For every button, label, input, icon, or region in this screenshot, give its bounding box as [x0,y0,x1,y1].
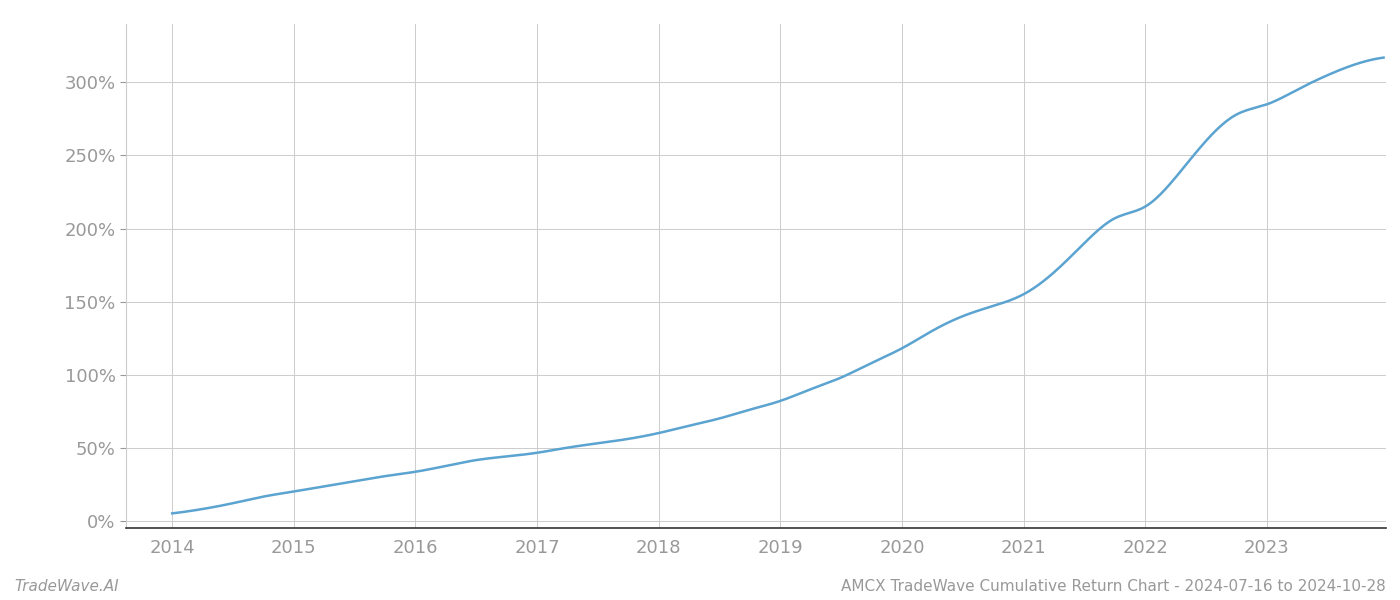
Text: TradeWave.AI: TradeWave.AI [14,579,119,594]
Text: AMCX TradeWave Cumulative Return Chart - 2024-07-16 to 2024-10-28: AMCX TradeWave Cumulative Return Chart -… [841,579,1386,594]
